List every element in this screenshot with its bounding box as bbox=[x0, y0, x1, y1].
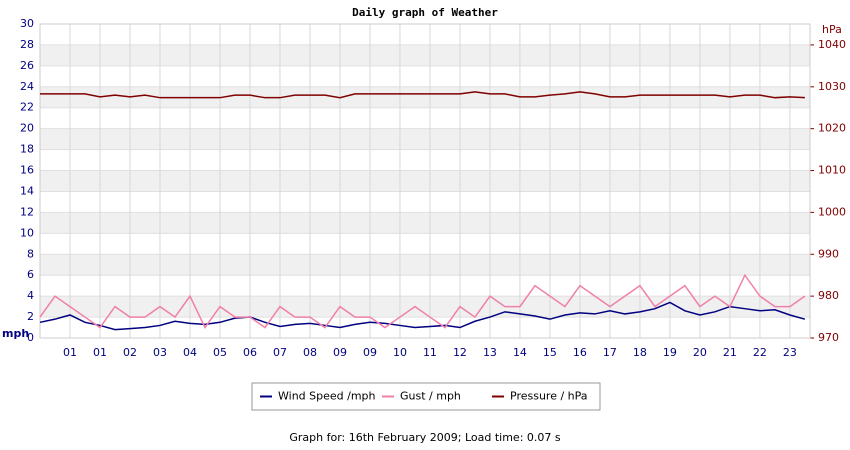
x-tick-label: 21 bbox=[723, 346, 737, 359]
x-tick-label: 09 bbox=[363, 346, 377, 359]
x-tick-label: 20 bbox=[693, 346, 707, 359]
legend-box bbox=[251, 382, 601, 411]
x-tick-label: 14 bbox=[513, 346, 527, 359]
x-tick-label: 19 bbox=[663, 346, 677, 359]
grid-band bbox=[40, 254, 810, 276]
y-tick-label: 24 bbox=[20, 80, 34, 93]
plot-frame bbox=[39, 23, 811, 339]
series-line bbox=[39, 273, 806, 330]
grid-band bbox=[40, 170, 810, 192]
y-tick-label: 16 bbox=[20, 164, 34, 177]
y2-tick-label: 1010 bbox=[818, 164, 846, 177]
y-tick-label: 8 bbox=[27, 247, 34, 260]
x-tick-label: 17 bbox=[603, 346, 617, 359]
y-tick-label: 6 bbox=[27, 268, 34, 281]
y-tick-label: 18 bbox=[20, 143, 34, 156]
y-tick-label: 30 bbox=[20, 17, 34, 30]
y-axis-label: mph bbox=[2, 327, 29, 340]
legend-label: Pressure / hPa bbox=[510, 390, 588, 403]
x-tick-label: 02 bbox=[123, 346, 137, 359]
chart-title: Daily graph of Weather bbox=[352, 6, 498, 19]
y-tick-label: 4 bbox=[27, 289, 34, 302]
y2-tick-label: 980 bbox=[818, 289, 839, 302]
y-tick-label: 12 bbox=[20, 205, 34, 218]
x-tick-label: 01 bbox=[93, 346, 107, 359]
footer: Graph for: 16th February 2009; Load time… bbox=[289, 431, 561, 444]
y-tick-label: 0 bbox=[27, 331, 34, 344]
legend-label: Gust / mph bbox=[400, 390, 461, 403]
y2-tick-label: 1000 bbox=[818, 205, 846, 218]
x-tick-label: 18 bbox=[633, 346, 647, 359]
y2-tick-label: 1040 bbox=[818, 38, 846, 51]
y-tick-label: 28 bbox=[20, 38, 34, 51]
y-tick-label: 10 bbox=[20, 226, 34, 239]
y2-tick-label: 990 bbox=[818, 247, 839, 260]
y2-tick-label: 1030 bbox=[818, 80, 846, 93]
y-tick-label: 2 bbox=[27, 310, 34, 323]
x-tick-label: 01 bbox=[63, 346, 77, 359]
x-tick-label: 11 bbox=[423, 346, 437, 359]
x-tick-label: 05 bbox=[213, 346, 227, 359]
grid-band bbox=[40, 212, 810, 234]
legend-label: Wind Speed /mph bbox=[278, 390, 376, 403]
y-tick-label: 26 bbox=[20, 59, 34, 72]
grid-band bbox=[40, 128, 810, 150]
x-tick-label: 08 bbox=[303, 346, 317, 359]
x-tick-label: 12 bbox=[453, 346, 467, 359]
series-line bbox=[39, 301, 806, 331]
y2-axis-label: hPa bbox=[822, 23, 842, 36]
x-tick-label: 03 bbox=[153, 346, 167, 359]
x-tick-label: 13 bbox=[483, 346, 497, 359]
y-tick-label: 22 bbox=[20, 101, 34, 114]
series-line bbox=[40, 91, 805, 99]
x-tick-label: 23 bbox=[783, 346, 797, 359]
y-tick-label: 14 bbox=[20, 184, 34, 197]
x-tick-label: 04 bbox=[183, 346, 197, 359]
x-tick-label: 07 bbox=[273, 346, 287, 359]
x-tick-label: 22 bbox=[753, 346, 767, 359]
y-tick-label: 20 bbox=[20, 122, 34, 135]
x-tick-label: 06 bbox=[243, 346, 257, 359]
y2-tick-label: 1020 bbox=[818, 122, 846, 135]
x-tick-label: 15 bbox=[543, 346, 557, 359]
x-tick-label: 09 bbox=[333, 346, 347, 359]
x-tick-label: 16 bbox=[573, 346, 587, 359]
x-tick-label: 10 bbox=[393, 346, 407, 359]
grid-band bbox=[40, 86, 810, 108]
grid-band bbox=[40, 44, 810, 66]
y2-tick-label: 970 bbox=[818, 331, 839, 344]
